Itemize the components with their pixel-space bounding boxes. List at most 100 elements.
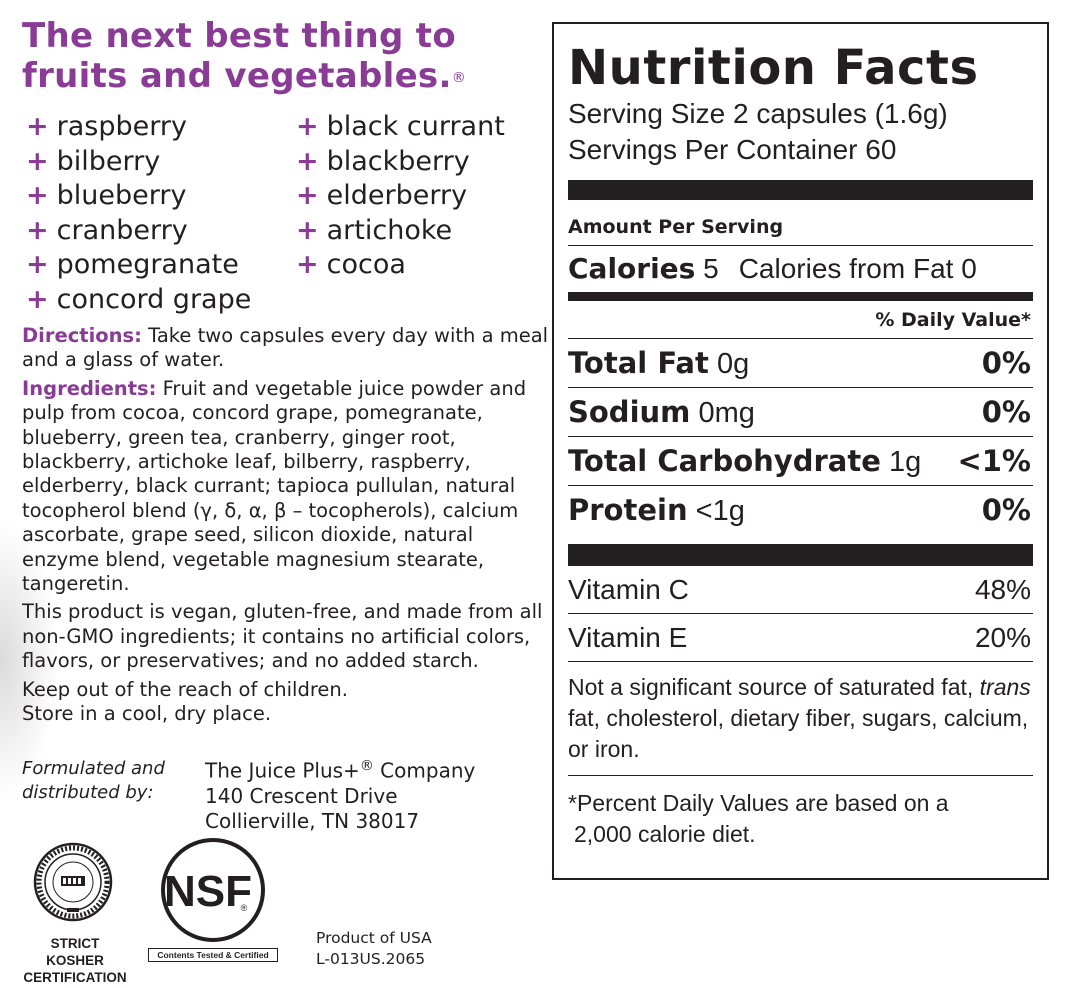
- plus-icon: +: [296, 214, 319, 246]
- nutrient-amount: 1g: [888, 445, 922, 478]
- fruit-label: blackberry: [326, 145, 470, 177]
- nsf-registered-mark: ®: [241, 903, 248, 913]
- fruit-item: + cranberry: [26, 214, 296, 249]
- headline-line-2-text: fruits and vegetables.: [22, 56, 452, 96]
- medium-divider: [568, 292, 1033, 301]
- fruit-label: concord grape: [56, 283, 252, 315]
- plus-icon: +: [296, 180, 319, 212]
- plus-icon: +: [26, 214, 49, 246]
- registered-mark: ®: [451, 70, 467, 86]
- company-street: 140 Crescent Drive: [205, 783, 398, 808]
- fruit-item: + bilberry: [26, 145, 296, 180]
- fruit-label: cranberry: [56, 214, 188, 246]
- company-city: Collierville, TN 38017: [205, 808, 420, 833]
- kosher-certification-label: STRICT KOSHER CERTIFICATION: [20, 935, 130, 986]
- kosher-line-1: STRICT KOSHER: [46, 936, 104, 968]
- fruit-label: bilberry: [56, 145, 161, 177]
- servings-per-container: Servings Per Container 60: [568, 134, 897, 165]
- nutrient-name-amount: Sodium 0mg: [568, 395, 755, 430]
- lot-code: L-013US.2065: [316, 950, 426, 968]
- nsf-caption: Contents Tested & Certified: [148, 948, 278, 962]
- keep-out-warning: Keep out of the reach of children.: [22, 677, 348, 701]
- company-name-suffix: Company: [373, 758, 476, 783]
- label-body-text: Directions: Take two capsules every day …: [22, 324, 550, 731]
- nsf-logo-icon: NSF ®: [161, 838, 265, 942]
- directions-paragraph: Directions: Take two capsules every day …: [22, 324, 550, 373]
- nutrition-facts-title: Nutrition Facts: [568, 40, 979, 96]
- nutrient-amount: <1g: [695, 494, 745, 527]
- company-address: The Juice Plus+® Company 140 Crescent Dr…: [205, 754, 545, 834]
- nutrient-row: Protein <1g 0%: [568, 486, 1033, 534]
- nutrition-facts-content: Nutrition Facts Serving Size 2 capsules …: [568, 24, 1033, 850]
- fruit-label: black currant: [326, 111, 505, 142]
- ingredients-label: Ingredients:: [22, 376, 157, 400]
- not-significant-source-note: Not a significant source of saturated fa…: [568, 662, 1033, 776]
- vitamin-row: Vitamin E 20%: [568, 614, 1033, 662]
- fruit-item: + blackberry: [296, 145, 546, 180]
- daily-value-header: % Daily Value*: [568, 301, 1033, 339]
- headline-line-2: fruits and vegetables.®: [22, 56, 542, 96]
- plus-icon: +: [26, 145, 49, 177]
- fruit-item: + pomegranate: [26, 248, 296, 283]
- company-registered-mark: ®: [359, 758, 374, 774]
- product-origin: Product of USA L-013US.2065: [316, 928, 516, 970]
- footnote-line-1: *Percent Daily Values are based on a: [568, 790, 949, 816]
- plus-icon: +: [296, 145, 319, 177]
- fruit-list: + raspberry + bilberry + blueberry + cranber…: [26, 110, 546, 318]
- thick-divider: [568, 180, 1033, 200]
- company-name: The Juice Plus+: [205, 758, 360, 783]
- nutrient-name: Protein: [568, 492, 688, 527]
- nutrient-row: Total Fat 0g 0%: [568, 339, 1033, 388]
- vitamin-daily-value: 20%: [974, 621, 1031, 653]
- vitamin-name: Vitamin E: [568, 621, 688, 653]
- nutrition-facts-panel: Nutrition Facts Serving Size 2 capsules …: [552, 22, 1049, 880]
- storage-instruction: Store in a cool, dry place.: [22, 702, 272, 726]
- headline: The next best thing to fruits and vegeta…: [22, 16, 542, 96]
- vegan-statement: This product is vegan, gluten-free, and …: [22, 600, 543, 673]
- plus-icon: +: [26, 283, 49, 315]
- fruit-label: cocoa: [326, 249, 406, 281]
- note-text-italic: trans: [979, 674, 1031, 700]
- nutrient-daily-value: 0%: [981, 395, 1031, 429]
- serving-size: Serving Size 2 capsules (1.6g): [568, 98, 948, 129]
- nutrient-row: Sodium 0mg 0%: [568, 388, 1033, 437]
- calories-value: 5: [703, 253, 719, 284]
- nutrient-daily-value: <1%: [957, 444, 1031, 478]
- fruit-item: + black currant: [296, 110, 546, 145]
- note-text-pre: Not a significant source of saturated fa…: [568, 674, 974, 700]
- calories-label: Calories: [568, 252, 696, 285]
- fruit-item: + artichoke: [296, 214, 546, 249]
- fruit-label: artichoke: [326, 214, 453, 246]
- formulated-line-2: distributed by:: [22, 782, 154, 803]
- plus-icon: +: [26, 249, 49, 281]
- nutrient-name: Sodium: [568, 394, 691, 429]
- nutrient-name: Total Carbohydrate: [568, 443, 881, 478]
- amount-per-serving: Amount Per Serving: [568, 200, 1033, 246]
- plus-icon: +: [296, 249, 319, 281]
- nutrient-name-amount: Total Carbohydrate 1g: [568, 444, 921, 479]
- product-of-usa: Product of USA: [316, 929, 432, 947]
- directions-text: Take two capsules every day with a meal …: [22, 324, 549, 372]
- plus-icon: +: [26, 111, 49, 142]
- fruit-item: + concord grape: [26, 283, 296, 318]
- fruit-label: pomegranate: [56, 249, 239, 281]
- note-text-post: fat, cholesterol, dietary fiber, sugars,…: [568, 705, 1029, 762]
- formulated-by-label: Formulated and distributed by:: [22, 757, 202, 805]
- nutrient-daily-value: 0%: [981, 493, 1031, 527]
- directions-label: Directions:: [22, 324, 142, 347]
- fruit-item: + raspberry: [26, 110, 296, 145]
- ingredients-text: Fruit and vegetable juice powder and pul…: [22, 376, 527, 596]
- nsf-logo-text: NSF: [164, 867, 252, 916]
- vitamin-daily-value: 48%: [974, 573, 1031, 605]
- background-shading: [0, 520, 60, 800]
- daily-value-footnote: *Percent Daily Values are based on a 2,0…: [568, 776, 1033, 850]
- fruit-label: elderberry: [326, 180, 468, 212]
- nutrient-daily-value: 0%: [981, 346, 1031, 380]
- vitamin-row: Vitamin C 48%: [568, 566, 1033, 614]
- ingredients-paragraph: Ingredients: Fruit and vegetable juice p…: [22, 377, 550, 597]
- kosher-line-2: CERTIFICATION: [23, 970, 127, 985]
- nutrient-amount: 0mg: [698, 396, 755, 429]
- nutrient-name-amount: Total Fat 0g: [568, 346, 749, 381]
- fruit-item: + blueberry: [26, 179, 296, 214]
- calories-row: Calories 5 Calories from Fat 0: [568, 246, 1033, 292]
